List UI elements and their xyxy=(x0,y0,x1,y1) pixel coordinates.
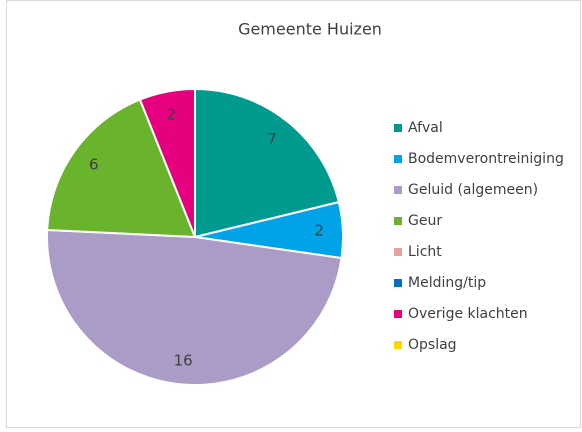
legend-label: Licht xyxy=(408,244,442,260)
legend-label: Geur xyxy=(408,213,442,229)
legend-label: Opslag xyxy=(408,337,457,353)
data-label: 16 xyxy=(174,351,193,369)
legend-swatch xyxy=(394,155,402,163)
legend-label: Melding/tip xyxy=(408,275,486,291)
data-label: 6 xyxy=(89,155,99,173)
legend-swatch xyxy=(394,217,402,225)
legend-swatch xyxy=(394,279,402,287)
legend-label: Bodemverontreiniging xyxy=(408,151,564,167)
legend-swatch xyxy=(394,341,402,349)
pie-slice xyxy=(194,87,341,239)
pie-slice xyxy=(46,228,343,387)
pie-slice xyxy=(138,87,196,238)
chart-title: Gemeente Huizen xyxy=(238,20,382,39)
legend-label: Overige klachten xyxy=(408,306,528,322)
legend-swatch xyxy=(394,248,402,256)
data-label: 2 xyxy=(314,222,324,240)
legend-label: Geluid (algemeen) xyxy=(408,182,538,198)
pie-slice xyxy=(46,98,197,239)
data-label: 7 xyxy=(267,130,277,148)
legend-label: Afval xyxy=(408,120,443,136)
legend-swatch xyxy=(394,124,402,132)
legend-swatch xyxy=(394,186,402,194)
data-label: 2 xyxy=(167,105,177,123)
legend-swatch xyxy=(394,310,402,318)
